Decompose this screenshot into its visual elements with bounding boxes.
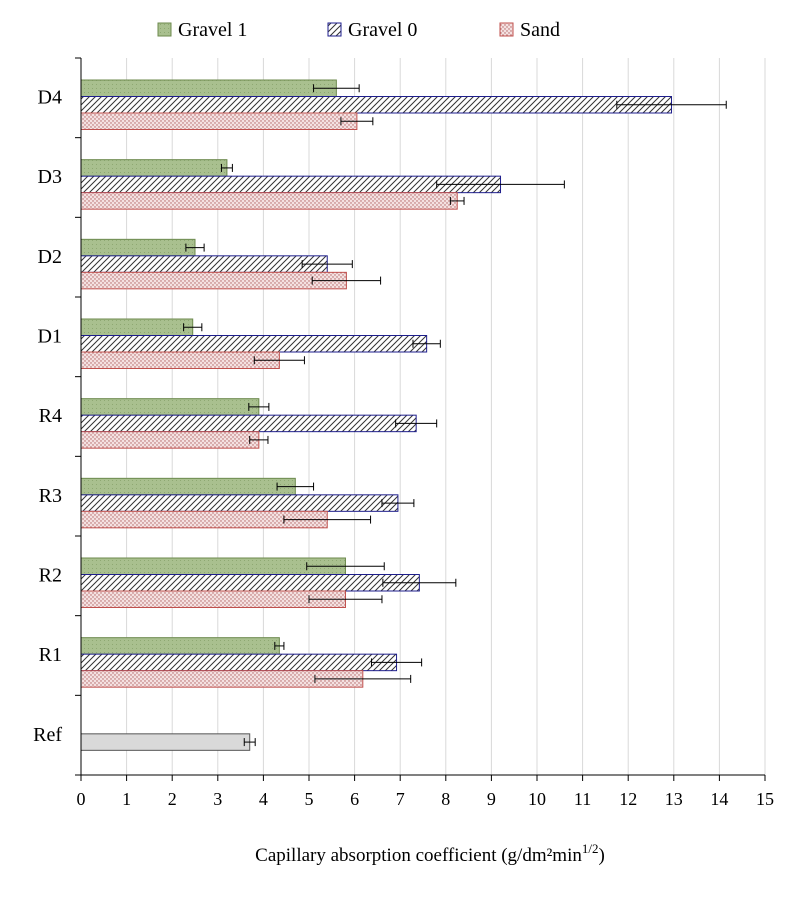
bar-R4-gravel-1 bbox=[80, 398, 260, 416]
bar-R4-gravel-0 bbox=[80, 414, 417, 433]
bar-D3-sand bbox=[80, 192, 458, 210]
legend-swatch-gravel-0 bbox=[327, 22, 342, 37]
bar-R1-gravel-0 bbox=[80, 653, 398, 672]
bar-D2-sand bbox=[80, 271, 347, 290]
error-bars bbox=[183, 84, 727, 747]
bar-R1-gravel-1 bbox=[80, 637, 280, 655]
category-label-R1: R1 bbox=[39, 644, 62, 666]
category-label-R3: R3 bbox=[39, 485, 62, 507]
x-tick-label-5: 5 bbox=[305, 789, 314, 809]
x-tick-label-8: 8 bbox=[441, 789, 450, 809]
x-tick-labels: 0 1 2 3 4 5 6 7 8 9 10 11 12 13 14 15 bbox=[77, 789, 775, 809]
bar-R3-gravel-0 bbox=[80, 494, 399, 512]
x-tick-label-7: 7 bbox=[396, 789, 405, 809]
legend-label-sand: Sand bbox=[520, 19, 560, 41]
axes bbox=[75, 57, 766, 781]
bar-R4-sand bbox=[80, 431, 260, 449]
bar-R3-gravel-1 bbox=[80, 477, 296, 496]
bar-D2-gravel-0 bbox=[80, 255, 328, 273]
bar-D1-gravel-0 bbox=[80, 335, 428, 353]
category-labels: D4 D3 D2 D1 R4 R3 R2 R1 Ref bbox=[33, 87, 62, 746]
x-tick-label-14: 14 bbox=[710, 789, 728, 809]
x-tick-label-15: 15 bbox=[756, 789, 774, 809]
bar-ref bbox=[80, 733, 251, 751]
bar-D4-gravel-1 bbox=[80, 79, 337, 97]
x-tick-label-6: 6 bbox=[350, 789, 359, 809]
category-label-Ref: Ref bbox=[33, 724, 62, 746]
category-label-D3: D3 bbox=[38, 166, 62, 188]
x-tick-label-9: 9 bbox=[487, 789, 496, 809]
legend-label-gravel-1: Gravel 1 bbox=[178, 19, 247, 41]
legend-swatch-sand bbox=[499, 22, 514, 37]
x-tick-label-12: 12 bbox=[619, 789, 637, 809]
x-tick-label-2: 2 bbox=[168, 789, 177, 809]
category-label-R2: R2 bbox=[39, 565, 62, 587]
category-label-D1: D1 bbox=[38, 326, 62, 348]
x-tick-label-0: 0 bbox=[77, 789, 86, 809]
x-tick-label-11: 11 bbox=[574, 789, 591, 809]
bar-D4-gravel-0 bbox=[80, 96, 673, 114]
x-tick-label-3: 3 bbox=[213, 789, 222, 809]
x-tick-label-10: 10 bbox=[528, 789, 546, 809]
bar-R2-gravel-1 bbox=[80, 557, 346, 575]
bar-D1-gravel-1 bbox=[80, 318, 194, 336]
legend-swatch-gravel-1 bbox=[157, 22, 172, 37]
x-axis-title: Capillary absorption coefficient (g/dm²m… bbox=[255, 841, 605, 866]
category-label-D2: D2 bbox=[38, 246, 62, 268]
bar-D4-sand bbox=[80, 112, 358, 130]
category-label-D4: D4 bbox=[38, 87, 62, 109]
legend-label-gravel-0: Gravel 0 bbox=[348, 19, 417, 41]
x-tick-label-1: 1 bbox=[122, 789, 131, 809]
bar-D2-gravel-1 bbox=[80, 238, 196, 257]
x-tick-label-4: 4 bbox=[259, 789, 268, 809]
x-tick-label-13: 13 bbox=[665, 789, 683, 809]
bar-R2-sand bbox=[80, 590, 346, 608]
bar-D3-gravel-1 bbox=[80, 159, 228, 177]
bar-D1-sand bbox=[80, 351, 280, 369]
bar-R2-gravel-0 bbox=[80, 574, 420, 592]
category-label-R4: R4 bbox=[39, 405, 62, 427]
legend: Gravel 1 Gravel 0 Sand bbox=[157, 19, 560, 41]
